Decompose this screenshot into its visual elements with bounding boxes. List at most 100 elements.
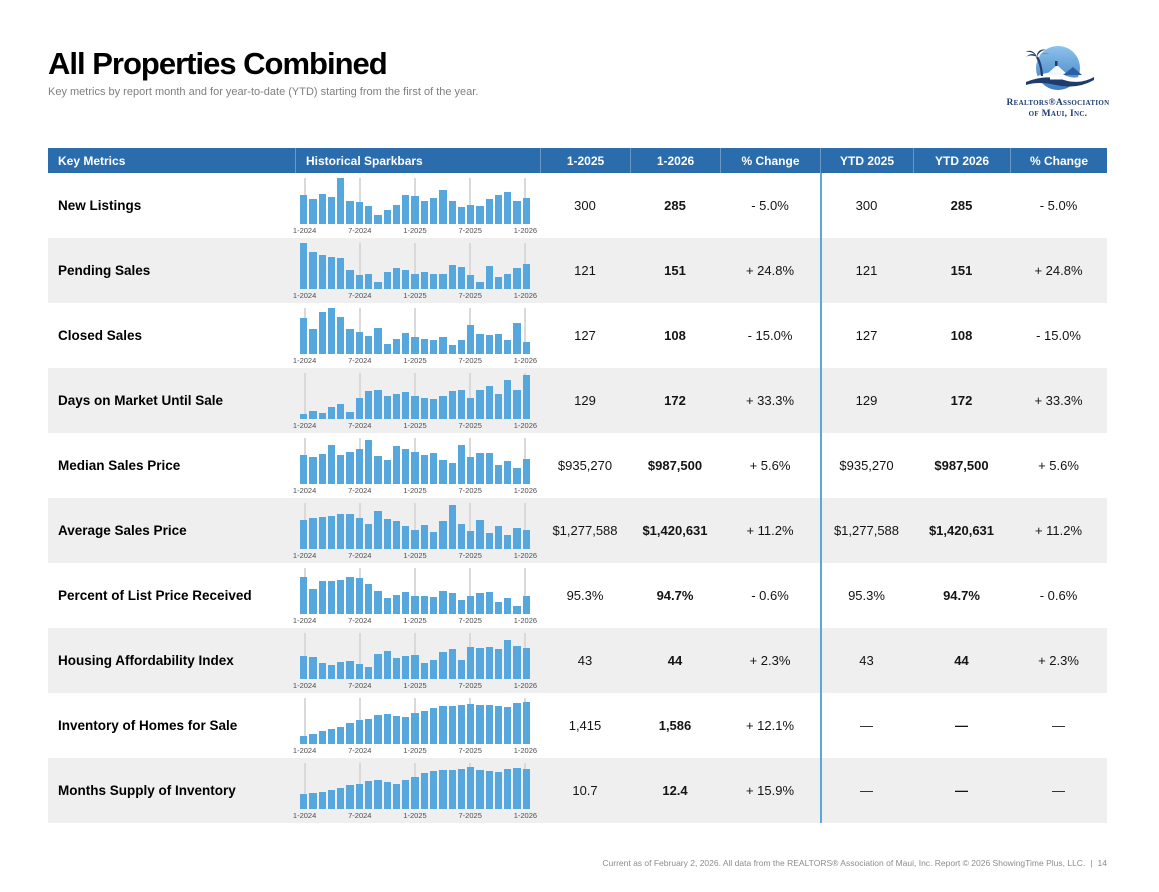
sparkline-bar	[504, 340, 512, 354]
value-1-2025: 95.3%	[566, 588, 604, 603]
sparkline-bar	[513, 528, 521, 549]
sparkline-bar	[467, 205, 475, 224]
report-footer: Current as of February 2, 2026. All data…	[602, 858, 1107, 868]
metric-name: Months Supply of Inventory	[58, 783, 236, 798]
table-row-inventory-of-homes-for-sale: Inventory of Homes for Sale 1-2024 7-2024 1…	[48, 693, 1107, 758]
sparkline-bar	[420, 272, 428, 289]
sparkline-pending-sales: 1-2024 7-2024 1-2025 7-2025 1-2026	[293, 239, 537, 302]
sparkline-bar	[327, 790, 336, 809]
sparkline-bar	[457, 340, 466, 354]
sparkline-bar	[346, 201, 354, 224]
sparkline-axis: 1-2024 7-2024 1-2025 7-2025 1-2026	[293, 226, 537, 237]
sparkline-tick-label: 1-2026	[513, 746, 538, 755]
sparkline-bar	[485, 705, 493, 744]
sparkline-tick-label: 7-2025	[458, 616, 482, 625]
sparkline-bar	[420, 596, 428, 614]
sparkline-axis: 1-2024 7-2024 1-2025 7-2025 1-2026	[293, 681, 537, 692]
sparkline-bar	[522, 530, 531, 549]
sparkline-bar	[300, 195, 308, 224]
sparkline-bar	[383, 210, 391, 224]
sparkline-bars	[300, 243, 531, 289]
value-ytd-2025: 43	[859, 653, 874, 668]
sparkline-gridline	[358, 308, 361, 354]
sparkline-bar	[346, 452, 354, 484]
sparkline-tick-label: 1-2026	[513, 421, 538, 430]
sparkline-bar	[476, 705, 484, 744]
sparkline-tick-label: 1-2025	[403, 681, 427, 690]
sparkline-tick-label: 1-2025	[403, 226, 427, 235]
value-ytd-pct-change: + 33.3%	[1034, 393, 1083, 408]
sparkline-bar	[467, 704, 475, 744]
sparkline-tick-label: 1-2024	[292, 486, 317, 495]
sparkline-bar	[467, 647, 475, 679]
sparkline-bars	[300, 308, 531, 354]
sparkline-bar	[420, 339, 428, 354]
sparkline-bar	[494, 772, 503, 809]
sparkline-bar	[439, 396, 447, 419]
sparkline-bar	[457, 207, 466, 224]
value-1-2026: 172	[664, 393, 686, 408]
sparkline-axis: 1-2024 7-2024 1-2025 7-2025 1-2026	[293, 486, 537, 497]
sparkline-bars	[300, 763, 531, 809]
sparkline-gridline	[469, 503, 472, 549]
table-row-days-on-market-until-sale: Days on Market Until Sale 1-2024 7-2024 1-2…	[48, 368, 1107, 433]
value-ytd-2026: $1,420,631	[928, 523, 995, 538]
value-1-2025: 129	[574, 393, 596, 408]
value-1-2025: 10.7	[572, 783, 598, 798]
sparkline-gridline	[469, 373, 472, 419]
table-row-new-listings: New Listings 1-2024 7-2024 1-2025 7-2025 1-20…	[48, 173, 1107, 238]
sparkline-bar	[522, 459, 531, 484]
sparkline-bar	[485, 453, 493, 484]
value-ytd-pct-change: + 5.6%	[1038, 458, 1079, 473]
sparkline-bar	[337, 514, 345, 549]
sparkline-bar	[494, 526, 503, 549]
sparkline-axis: 1-2024 7-2024 1-2025 7-2025 1-2026	[293, 616, 537, 627]
sparkline-bar	[448, 265, 456, 289]
sparkline-bar	[457, 769, 466, 809]
sparkline-bars	[300, 438, 531, 484]
sparkline-bar	[327, 407, 336, 419]
sparkline-bar	[327, 729, 336, 744]
sparkline-bar	[318, 312, 326, 354]
value-pct-change: + 2.3%	[749, 653, 791, 668]
metric-name: Days on Market Until Sale	[58, 393, 224, 408]
sparkline-bar	[327, 581, 336, 614]
sparkline-bar	[402, 717, 410, 744]
sparkline-bar	[327, 445, 336, 484]
sparkline-bar	[337, 404, 345, 419]
column-header-ytd-2025: YTD 2025	[820, 148, 913, 173]
metric-name: Pending Sales	[58, 263, 151, 278]
sparkline-bar	[476, 282, 484, 289]
page-number: 14	[1097, 858, 1107, 868]
sparkline-tick-label: 7-2025	[458, 291, 482, 300]
metric-name: Inventory of Homes for Sale	[58, 718, 238, 733]
value-ytd-2026: —	[955, 718, 968, 733]
sparkline-bar	[364, 440, 373, 484]
sparkline-bar	[364, 391, 373, 419]
table-header-row: Key Metrics Historical Sparkbars 1-2025 1-2…	[48, 148, 1107, 173]
sparkline-tick-label: 1-2025	[403, 616, 427, 625]
value-ytd-2026: 44	[954, 653, 969, 668]
value-ytd-2026: 172	[950, 393, 973, 408]
sparkline-bar	[513, 323, 521, 354]
value-pct-change: - 0.6%	[751, 588, 789, 603]
sparkline-bar	[327, 257, 336, 289]
sparkline-bar	[374, 328, 382, 354]
sparkline-bars	[300, 568, 531, 614]
sparkline-bar	[513, 268, 521, 289]
sparkline-bar	[411, 337, 419, 354]
sparkline-tick-label: 7-2024	[348, 616, 372, 625]
sparkline-bar	[364, 336, 373, 354]
value-1-2025: 1,415	[568, 718, 602, 733]
sparkline-bar	[309, 411, 317, 419]
value-ytd-2025: 95.3%	[848, 588, 885, 603]
value-1-2026: 12.4	[662, 783, 688, 798]
sparkline-bar	[383, 272, 391, 289]
sparkline-bar	[467, 596, 475, 614]
sparkline-bar	[374, 456, 382, 484]
sparkline-bars	[300, 698, 531, 744]
sparkline-bar	[383, 714, 391, 744]
sparkline-tick-label: 7-2024	[348, 551, 372, 560]
sparkline-tick-label: 1-2025	[403, 486, 427, 495]
sparkline-days-on-market-until-sale: 1-2024 7-2024 1-2025 7-2025 1-2026	[293, 369, 537, 432]
